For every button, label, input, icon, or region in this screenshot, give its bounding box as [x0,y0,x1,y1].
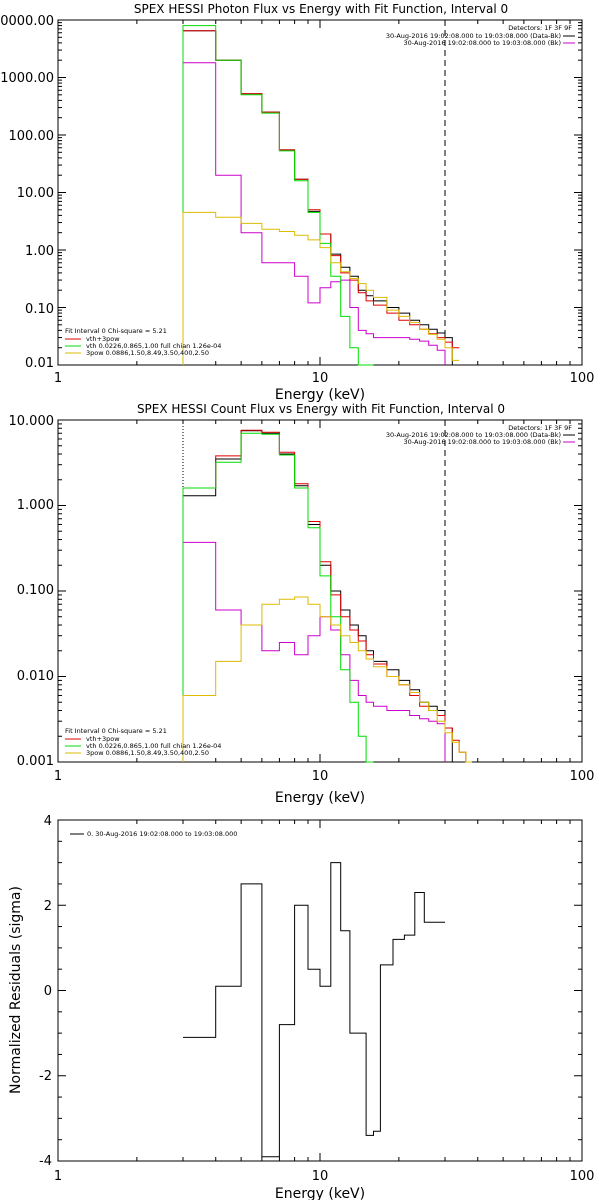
residuals-xlabel: Energy (keV) [275,1186,365,1200]
photon-flux-series-0 [182,30,453,365]
count-flux-detectors-label: Detectors: 1F 3F 9F [508,424,572,432]
count-flux-series-0 [182,430,453,762]
photon-flux-legend-data-bk: 30-Aug-2016 19:02:08.000 to 19:03:08.000… [386,32,561,40]
count-flux-xtick-100: 100 [570,769,595,784]
residuals-ytick-neg2: -2 [39,1069,52,1084]
photon-flux-series-2 [182,62,446,365]
photon-flux-ytick-labels: 0.01 0.10 1.00 10.00 100.00 1000.00 1000… [0,14,54,371]
count-flux-ytick-0.1: 0.100 [17,583,54,598]
count-flux-legend-total: vth+3pow [86,735,120,743]
count-flux-legend-vth: vth 0.0226,0.865,1.00 full chian 1.26e-0… [86,742,221,750]
count-flux-plot-area [57,420,582,763]
photon-flux-legend-bottom: Fit Interval 0 Chi-square = 5.21 vth+3po… [65,327,221,357]
photon-flux-ytick-1000: 1000.00 [0,71,54,86]
count-flux-xlabel: Energy (keV) [275,790,365,806]
photon-flux-series-3 [182,25,374,366]
residuals-ytick-0: 0 [44,984,52,999]
count-flux-series-4 [182,596,472,763]
count-flux-series-2 [182,541,446,762]
count-flux-legend-bk: 30-Aug-2016 19:02:08.000 to 19:03:08.000… [404,438,561,446]
residuals-ytick-2: 2 [44,899,52,914]
residuals-legend: 0. 30-Aug-2016 19:02:08.000 to 19:03:08.… [70,830,237,838]
count-flux-legend-top: Detectors: 1F 3F 9F 30-Aug-2016 19:02:08… [386,424,575,446]
photon-flux-legend-top: Detectors: 1F 3F 9F 30-Aug-2016 19:02:08… [386,24,575,47]
photon-flux-marks [182,20,460,366]
photon-flux-legend-bk: 30-Aug-2016 19:02:08.000 to 19:03:08.000… [404,39,561,47]
count-flux-xtick-10: 10 [312,769,329,784]
residuals-marks [183,862,445,1158]
residuals-frame [57,819,583,1162]
count-flux-ytick-labels: 0.001 0.010 0.100 1.000 10.000 [9,414,55,769]
photon-flux-fit-interval-label: Fit Interval 0 Chi-square = 5.21 [65,327,167,335]
photon-flux-panel: SPEX HESSI Photon Flux vs Energy with Fi… [0,2,594,403]
count-flux-series-3 [182,432,374,763]
photon-flux-detectors-label: Detectors: 1F 3F 9F [508,24,572,32]
photon-flux-ytick-0.1: 0.10 [25,302,54,317]
photon-flux-plot-area [57,20,582,366]
photon-flux-xtick-100: 100 [570,371,595,386]
count-flux-frame [57,419,583,763]
count-flux-marks [182,420,472,763]
photon-flux-ytick-10000: 10000.00 [0,14,54,29]
count-flux-fit-interval-label: Fit Interval 0 Chi-square = 5.21 [65,727,167,735]
photon-flux-ytick-10: 10.00 [17,186,54,201]
count-flux-ytick-1: 1.000 [17,498,54,513]
photon-flux-legend-3pow: 3pow 0.0886,1.50,8.49,3.50,400,2.50 [86,349,209,357]
photon-flux-legend-vth: vth 0.0226,0.865,1.00 full chian 1.26e-0… [86,342,221,350]
photon-flux-title: SPEX HESSI Photon Flux vs Energy with Fi… [134,2,508,16]
count-flux-panel: SPEX HESSI Count Flux vs Energy with Fit… [9,402,595,806]
count-flux-ytick-0.01: 0.010 [17,669,54,684]
count-flux-ytick-10: 10.000 [9,414,55,429]
count-flux-legend-3pow: 3pow 0.0886,1.50,8.49,3.50,400,2.50 [86,749,209,757]
residuals-xtick-100: 100 [570,1169,595,1184]
photon-flux-frame [57,19,583,366]
photon-flux-ytick-0.01: 0.01 [25,356,54,371]
photon-flux-xlabel: Energy (keV) [275,387,365,403]
residuals-xtick-10: 10 [312,1169,329,1184]
photon-flux-series-4 [182,211,460,365]
photon-flux-series-1 [182,30,460,365]
photon-flux-ytick-100: 100.00 [9,129,55,144]
residuals-ytick-labels: -4 -2 0 2 4 [39,814,52,1169]
photon-flux-legend-total: vth+3pow [86,335,120,343]
count-flux-series-1 [182,429,472,763]
residuals-series-0 [183,862,445,1158]
residuals-ytick-4: 4 [44,814,52,829]
photon-flux-ytick-1: 1.00 [25,244,54,259]
photon-flux-xtick-10: 10 [312,371,329,386]
count-flux-legend-bottom: Fit Interval 0 Chi-square = 5.21 vth+3po… [65,727,221,757]
count-flux-legend-data-bk: 30-Aug-2016 19:02:08.000 to 19:03:08.000… [386,431,561,439]
residuals-ytick-neg4: -4 [39,1154,52,1169]
count-flux-xtick-1: 1 [54,769,62,784]
count-flux-ytick-0.001: 0.001 [17,754,54,769]
photon-flux-xtick-1: 1 [54,371,62,386]
residuals-panel: 1 10 100 Energy (keV) Normalized Residua… [8,814,594,1200]
count-flux-title: SPEX HESSI Count Flux vs Energy with Fit… [137,402,505,416]
residuals-plot-area [57,819,582,1162]
residuals-ylabel: Normalized Residuals (sigma) [8,886,24,1094]
residuals-xtick-1: 1 [54,1169,62,1184]
residuals-legend-label: 0. 30-Aug-2016 19:02:08.000 to 19:03:08.… [87,830,237,838]
